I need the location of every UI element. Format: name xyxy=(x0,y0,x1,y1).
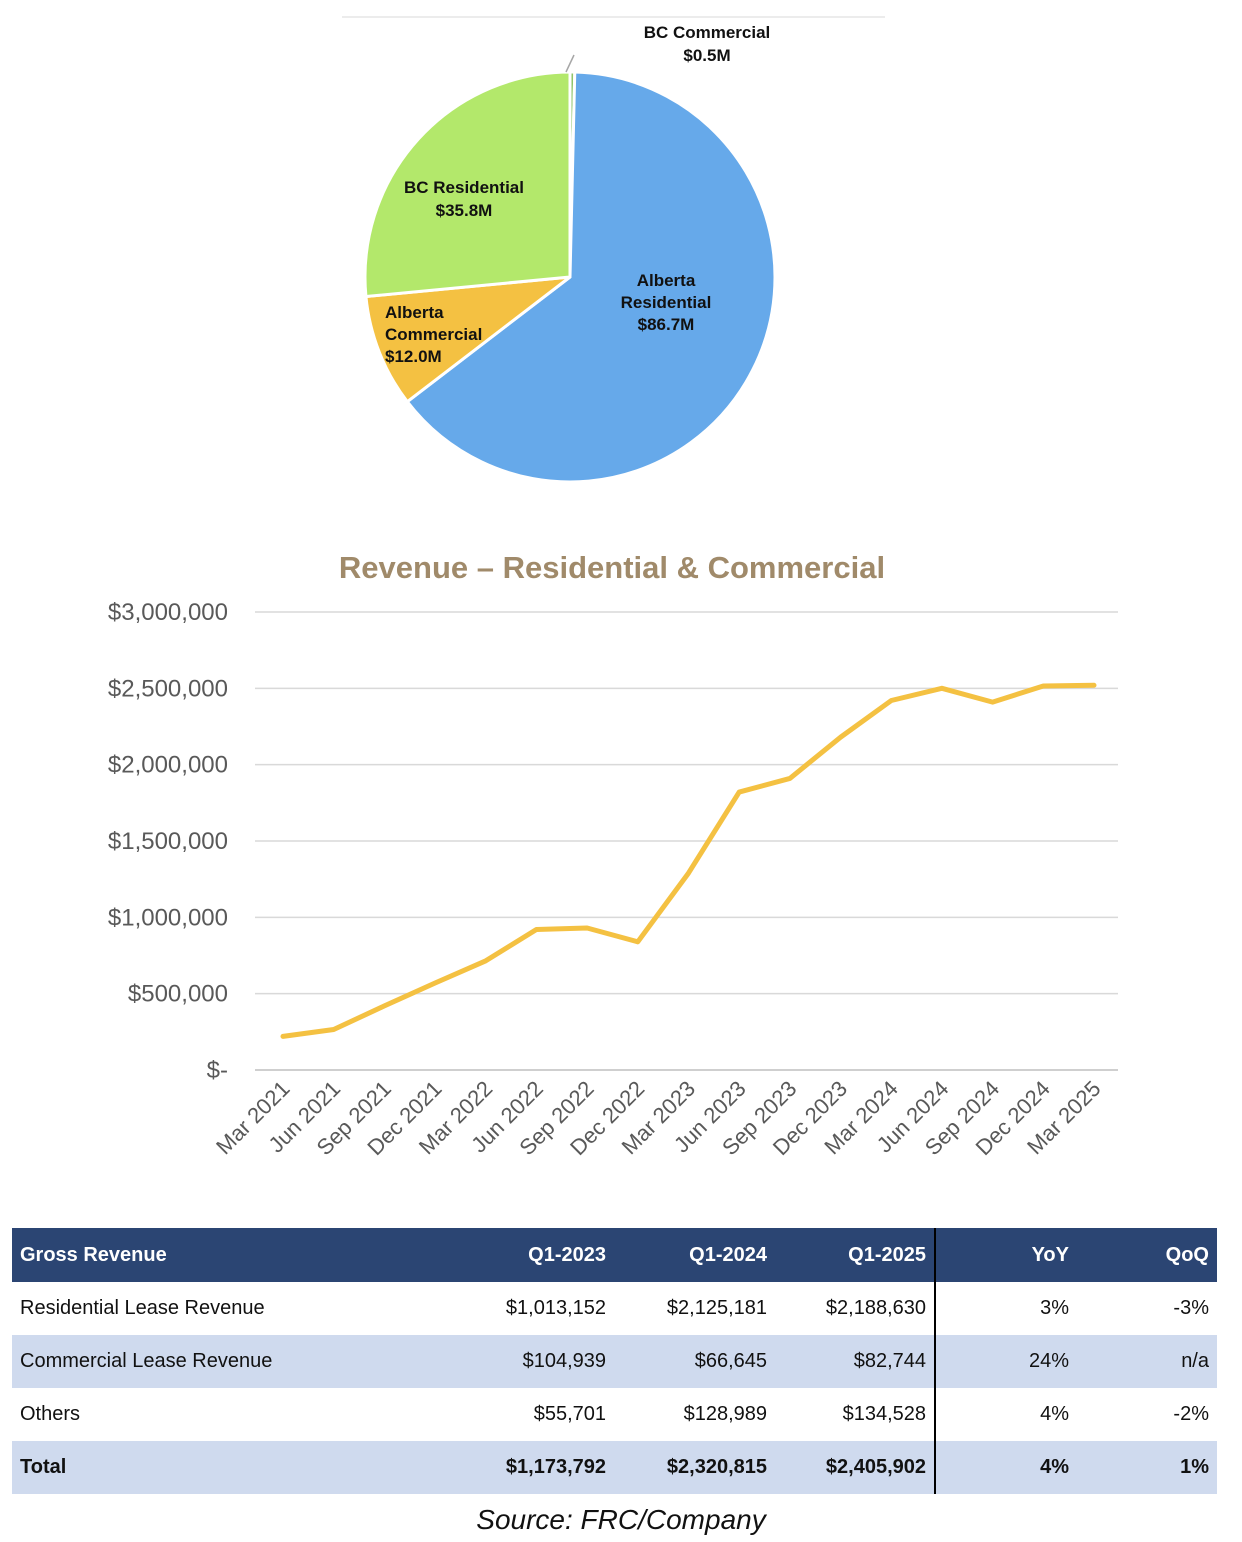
table-header-cell: QoQ xyxy=(1077,1228,1217,1282)
pie-label-alberta-commercial-2: Commercial xyxy=(385,325,482,344)
table-cell: 1% xyxy=(1077,1441,1217,1494)
pie-slices xyxy=(363,70,777,484)
table-cell: $2,320,815 xyxy=(614,1441,775,1494)
pie-chart: Alberta Residential $86.7M Alberta Comme… xyxy=(342,16,885,484)
table-row: Commercial Lease Revenue $104,939 $66,64… xyxy=(12,1335,1217,1388)
table-header-cell: Gross Revenue xyxy=(12,1228,382,1282)
pie-label-bc-residential-2: $35.8M xyxy=(436,201,493,220)
table-cell: Residential Lease Revenue xyxy=(20,1297,265,1319)
table-cell: Commercial Lease Revenue xyxy=(12,1335,382,1388)
y-tick-label: $2,500,000 xyxy=(108,675,228,702)
table-cell: $66,645 xyxy=(614,1335,775,1388)
table-cell: $1,173,792 xyxy=(382,1441,614,1494)
table-cell: $128,989 xyxy=(683,1403,767,1425)
y-tick-label: $500,000 xyxy=(128,981,228,1008)
pie-label-alberta-residential-2: Residential xyxy=(621,293,712,312)
y-tick-label: $- xyxy=(207,1057,228,1084)
table-cell: $55,701 xyxy=(533,1403,606,1425)
pie-slice-alberta-commercial xyxy=(364,275,572,404)
y-tick-label: $3,000,000 xyxy=(108,599,228,626)
pie-label-bc-commercial-1: BC Commercial xyxy=(644,23,771,42)
table-cell: 4% xyxy=(935,1441,1077,1494)
line-chart-grid xyxy=(255,611,1118,1071)
table-cell: Others xyxy=(20,1403,81,1425)
table-header-cell: Q1-2025 xyxy=(775,1228,936,1282)
table-header-cell: YoY xyxy=(935,1228,1077,1282)
pie-label-alberta-commercial-1: Alberta xyxy=(385,303,444,322)
pie-label-alberta-residential-1: Alberta xyxy=(637,271,696,290)
y-tick-label: $1,000,000 xyxy=(108,904,228,931)
table-cell: $82,744 xyxy=(775,1335,936,1388)
table-row: Residential Lease Revenue $1,013,152 $2,… xyxy=(12,1282,1217,1335)
line-chart-y-ticks: $- $500,000 $1,000,000 $1,500,000 $2,000,000… xyxy=(108,599,228,1084)
table-cell: 24% xyxy=(935,1335,1077,1388)
revenue-series-line xyxy=(280,682,1097,1039)
y-tick-label: $2,000,000 xyxy=(108,752,228,779)
table-cell: $2,125,181 xyxy=(666,1297,767,1319)
gross-revenue-table: Gross Revenue Q1-2023 Q1-2024 Q1-2025 Yo… xyxy=(12,1228,1217,1494)
table-row: Others $55,701 $128,989 $134,528 4% -2% xyxy=(12,1388,1217,1441)
pie-label-alberta-commercial-3: $12.0M xyxy=(385,347,442,366)
pie-slice-alberta-residential xyxy=(405,70,777,484)
table-cell: -2% xyxy=(1173,1403,1209,1425)
table-cell: n/a xyxy=(1077,1335,1217,1388)
pie-label-bc-commercial-2: $0.5M xyxy=(683,46,730,65)
table-cell: -3% xyxy=(1173,1297,1209,1319)
pie-label-alberta-residential-3: $86.7M xyxy=(638,315,695,334)
pie-label-bc-residential-1: BC Residential xyxy=(404,178,524,197)
source-note: Source: FRC/Company xyxy=(476,1504,766,1535)
line-chart-title: Revenue – Residential & Commercial xyxy=(339,550,885,585)
table-cell: Total xyxy=(12,1441,382,1494)
table-cell: 4% xyxy=(1040,1403,1069,1425)
line-chart: Revenue – Residential & Commercial $- $50… xyxy=(108,550,1118,1160)
table-cell: 3% xyxy=(1040,1297,1069,1319)
y-tick-label: $1,500,000 xyxy=(108,828,228,855)
table-total-row: Total $1,173,792 $2,320,815 $2,405,902 4… xyxy=(12,1441,1217,1494)
table-cell: $2,405,902 xyxy=(775,1441,936,1494)
table-cell: $104,939 xyxy=(382,1335,614,1388)
table-cell: $1,013,152 xyxy=(505,1297,606,1319)
table-cell: $134,528 xyxy=(775,1388,936,1441)
table-cell: $2,188,630 xyxy=(775,1282,936,1335)
table-header-row: Gross Revenue Q1-2023 Q1-2024 Q1-2025 Yo… xyxy=(12,1228,1217,1282)
pie-slice-bc-residential xyxy=(363,70,572,299)
bc-commercial-leader-line xyxy=(565,54,575,73)
table-header-cell: Q1-2023 xyxy=(382,1228,614,1282)
table-header-cell: Q1-2024 xyxy=(614,1228,775,1282)
